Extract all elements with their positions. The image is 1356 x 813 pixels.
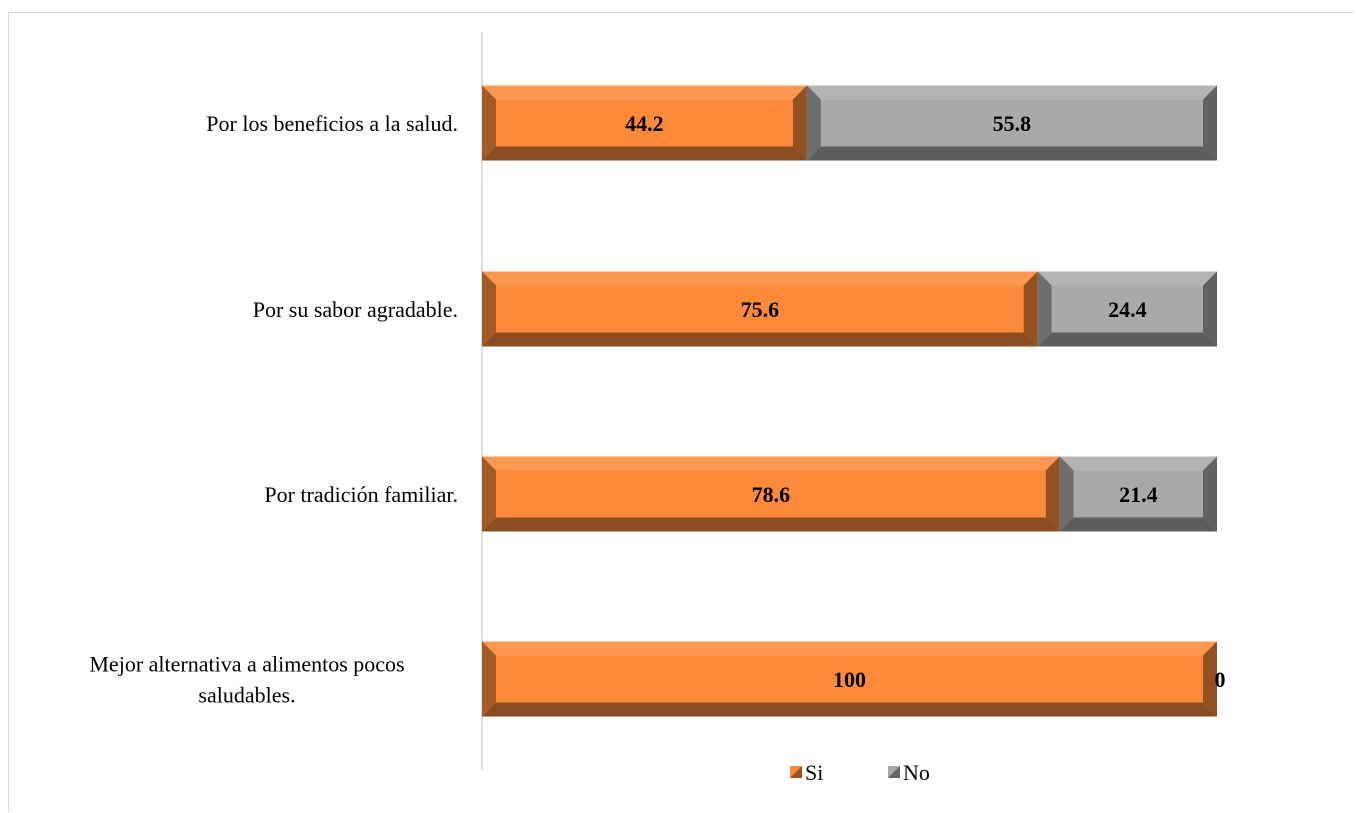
- bar-group: [806, 85, 1217, 161]
- legend-label: No: [903, 760, 930, 785]
- bar-si: [482, 641, 1217, 717]
- category-label: Por tradición familiar.: [264, 482, 458, 507]
- data-label: 78.6: [752, 482, 791, 507]
- bar-group: [482, 271, 1038, 347]
- category-label: Mejor alternativa a alimentos pocos salud…: [89, 652, 404, 708]
- data-label: 100: [833, 667, 866, 692]
- bar-si: [482, 85, 807, 161]
- chart-frame: [8, 12, 1354, 812]
- bar-group: [482, 456, 1060, 532]
- data-label: 21.4: [1119, 482, 1158, 507]
- bar-group: [1037, 271, 1217, 347]
- legend-label: Si: [805, 760, 823, 785]
- category-label: Por su sabor agradable.: [253, 297, 458, 322]
- bar-no: [1037, 271, 1217, 347]
- data-label: 75.6: [741, 297, 780, 322]
- data-label: 55.8: [993, 111, 1032, 136]
- bar-si: [482, 456, 1060, 532]
- data-label: 24.4: [1108, 297, 1147, 322]
- bar-si: [482, 271, 1038, 347]
- legend-item-si: Si: [790, 760, 823, 785]
- category-label: Por los beneficios a la salud.: [206, 111, 458, 136]
- bar-group: [1059, 456, 1217, 532]
- bar-group: [482, 85, 807, 161]
- legend-item-no: No: [888, 760, 930, 785]
- bar-no: [806, 85, 1217, 161]
- bar-group: [482, 641, 1217, 717]
- data-label: 44.2: [625, 111, 664, 136]
- data-label: 0: [1215, 667, 1226, 692]
- bar-no: [1059, 456, 1217, 532]
